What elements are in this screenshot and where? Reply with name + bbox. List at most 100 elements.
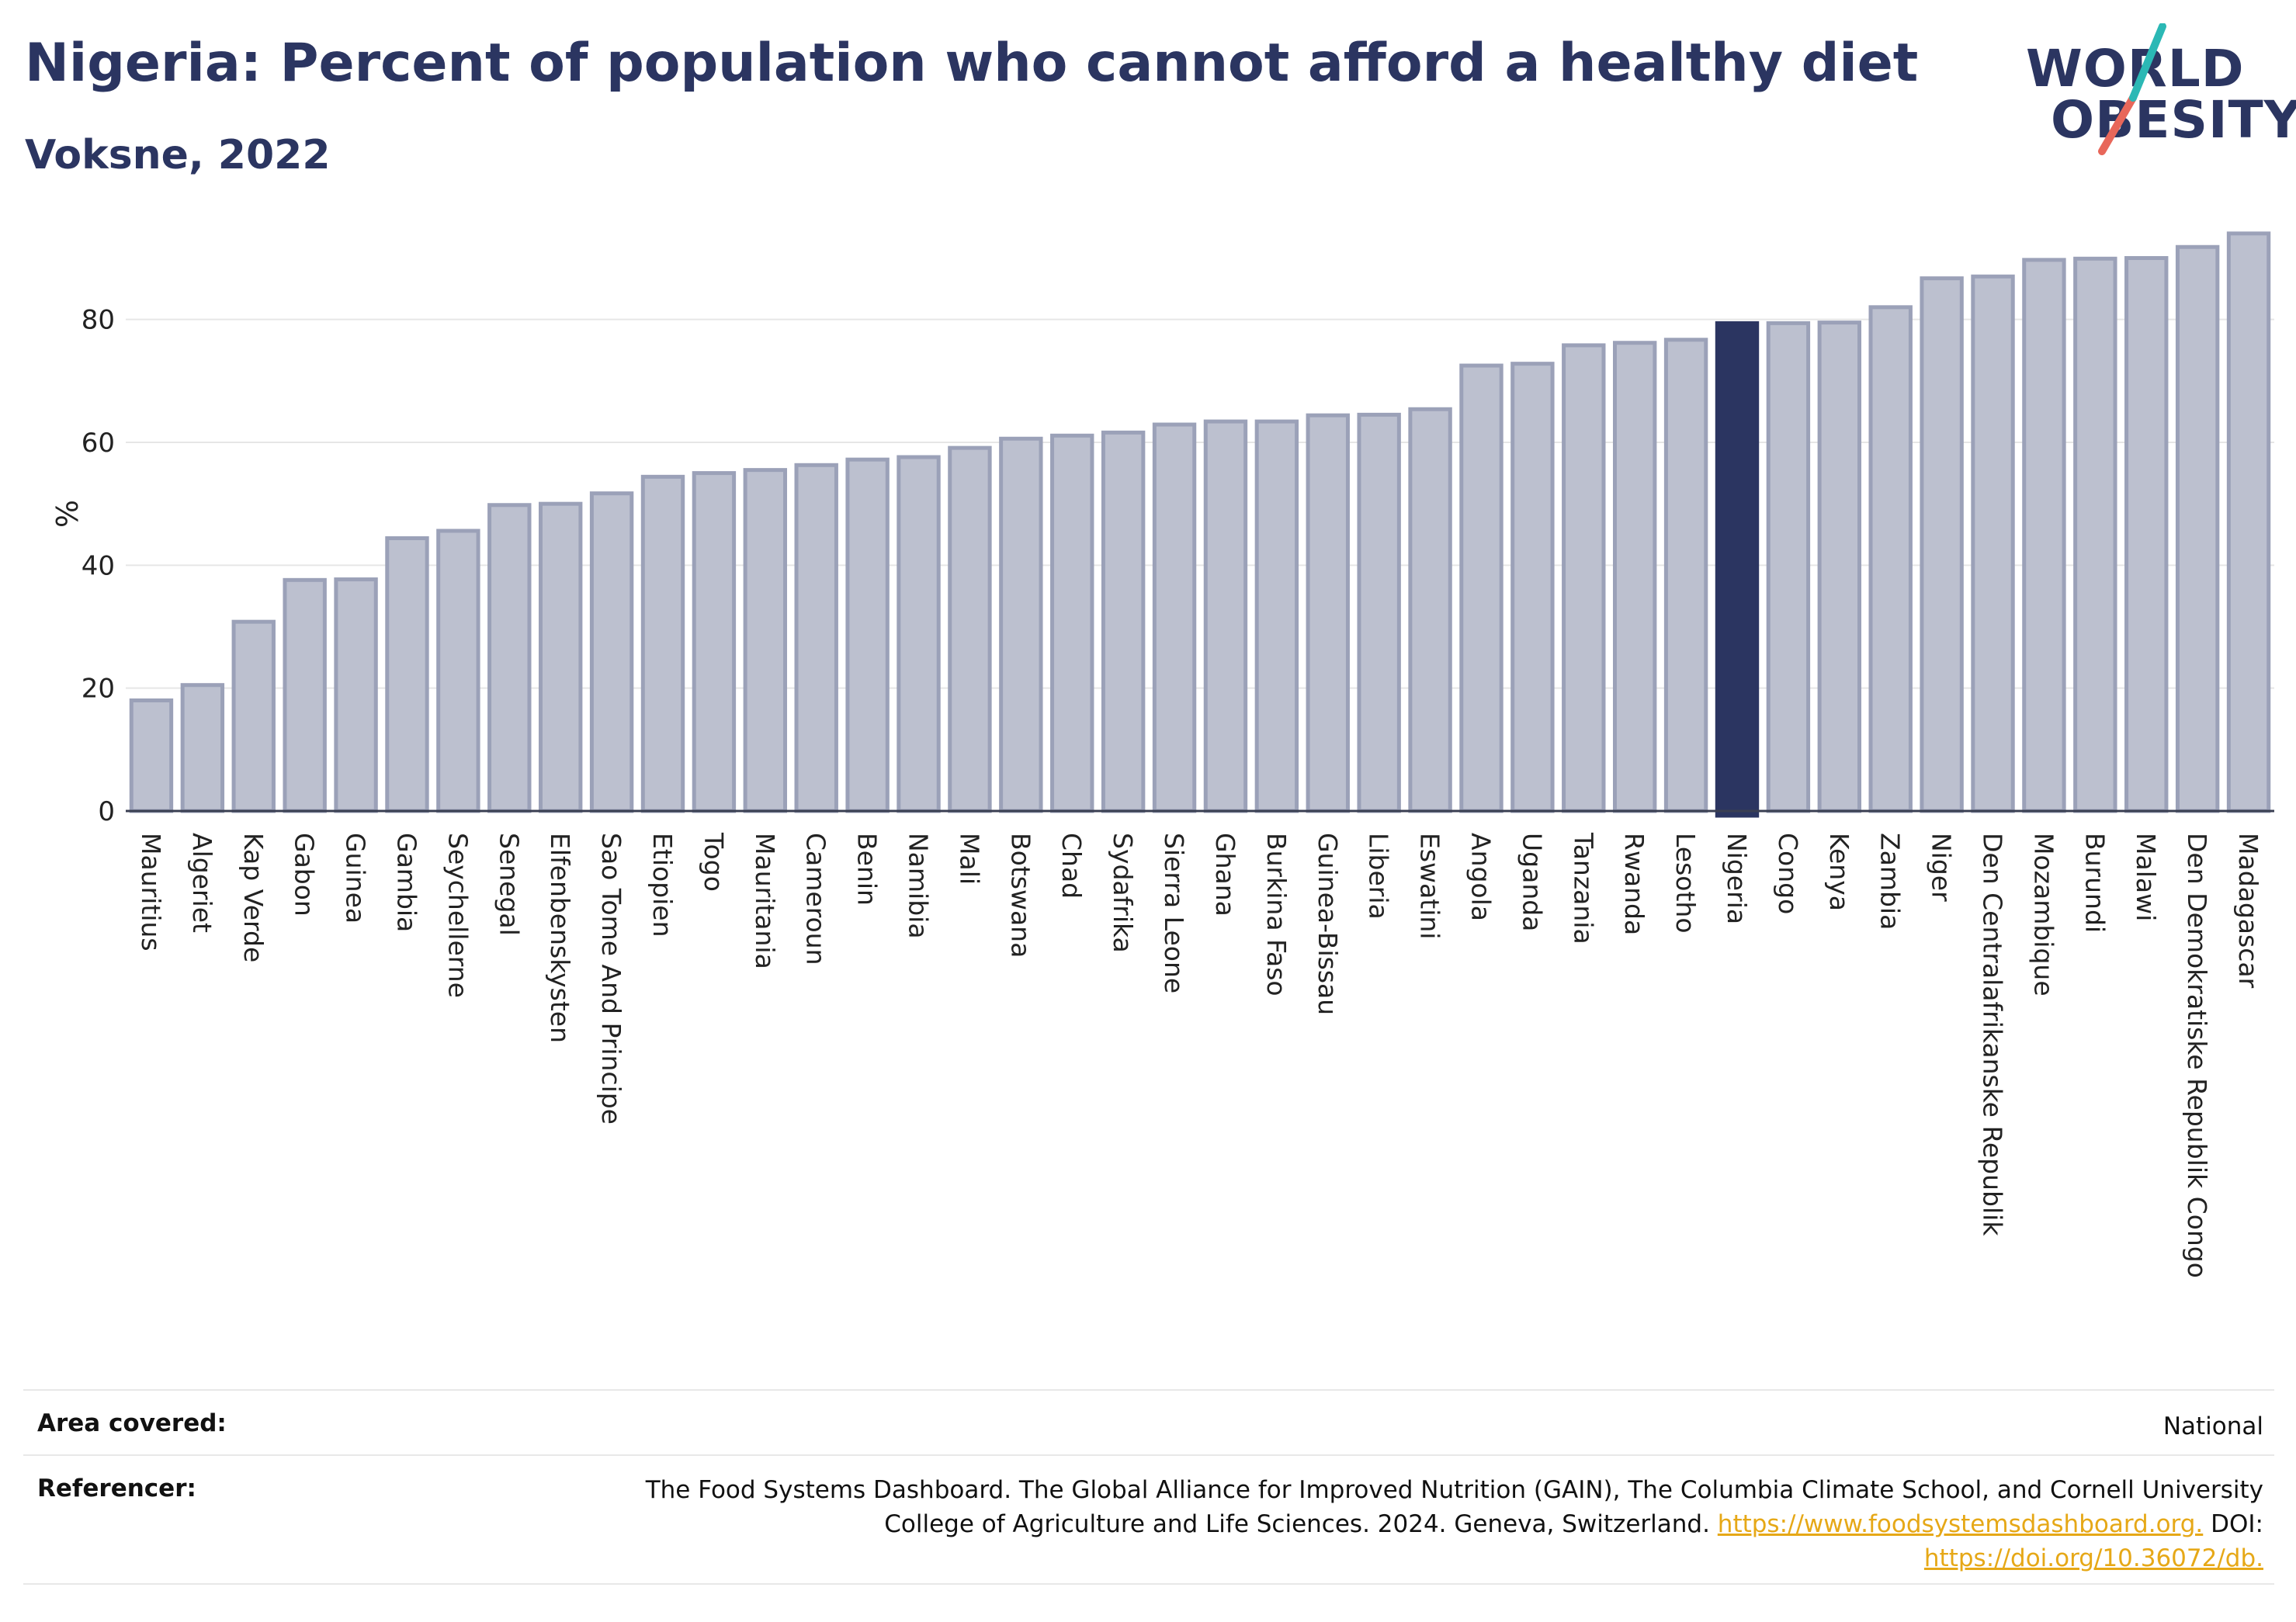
bar xyxy=(385,536,429,813)
x-tick-label: Togo xyxy=(699,832,729,892)
bar xyxy=(1510,362,1555,813)
x-tick-label: Burundi xyxy=(2079,833,2110,933)
bar xyxy=(283,577,327,813)
dashboard-link[interactable]: https://www.foodsystemsdashboard.org. xyxy=(1717,1510,2204,1539)
x-tick-label: Gambia xyxy=(391,833,421,932)
reference-line-3: https://doi.org/10.36072/db. xyxy=(23,1541,2263,1575)
bar xyxy=(2022,258,2066,813)
doi-label: DOI: xyxy=(2211,1510,2263,1539)
reference-line-2: College of Agriculture and Life Sciences… xyxy=(23,1507,2263,1541)
x-tick-label: Gabon xyxy=(290,833,320,917)
bar-chart: 0 20 40 60 80% Mauritius Algeriet Kap Verde Gabo… xyxy=(49,231,2274,1278)
bar xyxy=(1612,341,1657,813)
doi-link[interactable]: https://doi.org/10.36072/db. xyxy=(1923,1544,2263,1573)
bar xyxy=(2226,231,2271,813)
bar xyxy=(1254,419,1299,813)
bar xyxy=(1766,321,1811,813)
logo-slash-icon xyxy=(2098,23,2166,155)
references-label: Referencer: xyxy=(37,1475,196,1502)
x-tick-label: Nigeria xyxy=(1722,833,1752,924)
bar xyxy=(2124,256,2169,813)
x-tick-label: Mozambique xyxy=(2028,833,2058,996)
x-tick-label: Mali xyxy=(954,833,984,885)
area-covered-value: National xyxy=(2162,1412,2263,1440)
bar xyxy=(1306,413,1350,813)
x-tick-label: Uganda xyxy=(1517,833,1547,931)
bar xyxy=(1715,321,1760,818)
x-tick-label: Guinea xyxy=(341,833,371,924)
info-row-area: Area covered: National xyxy=(23,1389,2274,1454)
x-tick-label: Lesotho xyxy=(1670,833,1701,934)
bar xyxy=(180,683,225,813)
bar xyxy=(1101,430,1146,813)
x-tick-label: Mauritius xyxy=(136,833,166,951)
bar xyxy=(1357,412,1401,813)
reference-line-2-text: College of Agriculture and Life Sciences… xyxy=(884,1510,1710,1539)
x-tick-label: Elfenbenskysten xyxy=(545,833,575,1043)
bar xyxy=(794,463,838,813)
x-tick-label: Senegal xyxy=(494,833,524,936)
bar xyxy=(1971,274,2015,813)
x-tick-label: Ghana xyxy=(1210,833,1240,917)
logo-line-2: OBESITY xyxy=(2051,90,2296,150)
bar xyxy=(589,491,634,813)
y-tick-label: 80 xyxy=(82,305,115,336)
x-tick-label: Den Demokratiske Republik Congo xyxy=(2182,833,2212,1278)
bar xyxy=(640,474,685,813)
bar xyxy=(999,436,1043,813)
x-tick-label: Sydafrika xyxy=(1108,833,1138,953)
bar xyxy=(743,468,788,813)
world-obesity-logo: WORLD OBESITY xyxy=(2026,23,2296,163)
x-tick-label: Seychellerne xyxy=(442,833,473,998)
bar xyxy=(845,457,890,813)
bar xyxy=(2073,256,2117,813)
y-tick-label: 20 xyxy=(82,674,115,705)
x-tick-label: Kap Verde xyxy=(238,833,269,962)
references-value: The Food Systems Dashboard. The Global A… xyxy=(23,1456,2274,1575)
bar xyxy=(1562,343,1606,813)
bar xyxy=(1203,419,1248,813)
x-tick-label: Mauritania xyxy=(750,833,780,969)
bar xyxy=(231,619,276,813)
x-tick-label: Madagascar xyxy=(2233,833,2263,989)
info-row-references: Referencer: The Food Systems Dashboard. … xyxy=(23,1454,2274,1585)
bar xyxy=(436,529,480,813)
y-tick-label: 40 xyxy=(82,550,115,581)
reference-line-1: The Food Systems Dashboard. The Global A… xyxy=(645,1476,2263,1504)
x-tick-label: Cameroun xyxy=(801,833,831,965)
bar xyxy=(948,445,992,813)
y-tick-label: 60 xyxy=(82,428,115,459)
x-tick-label: Sierra Leone xyxy=(1159,833,1189,993)
bar xyxy=(692,471,737,813)
x-tick-label: Guinea-Bissau xyxy=(1313,833,1343,1015)
bar xyxy=(334,577,378,813)
bar xyxy=(487,503,532,813)
x-tick-label: Niger xyxy=(1927,833,1957,902)
bar xyxy=(1817,321,1862,813)
bar xyxy=(897,455,941,813)
page-subtitle: Voksne, 2022 xyxy=(25,132,331,178)
bar xyxy=(538,501,583,813)
x-tick-label: Algeriet xyxy=(187,833,217,933)
x-tick-label: Namibia xyxy=(903,833,934,939)
x-tick-label: Kenya xyxy=(1824,833,1854,911)
x-tick-label: Malawi xyxy=(2131,833,2161,921)
x-tick-label: Angola xyxy=(1465,833,1496,921)
x-tick-label: Benin xyxy=(852,833,883,906)
x-tick-label: Sao Tome And Principe xyxy=(596,833,626,1125)
bar xyxy=(1920,276,1964,813)
x-tick-label: Zambia xyxy=(1875,833,1906,930)
bar xyxy=(1459,363,1503,813)
bar xyxy=(1408,407,1452,813)
x-tick-label: Rwanda xyxy=(1619,833,1649,935)
x-tick-label: Chad xyxy=(1056,833,1087,899)
bar xyxy=(1868,305,1913,813)
x-tick-label: Burkina Faso xyxy=(1261,833,1292,996)
y-tick-label: 0 xyxy=(98,796,115,827)
bar xyxy=(2175,244,2220,813)
bar xyxy=(1663,338,1708,813)
x-tick-label: Den Centralafrikanske Republik xyxy=(1978,833,2008,1236)
x-tick-label: Tanzania xyxy=(1568,832,1598,944)
area-covered-label: Area covered: xyxy=(37,1409,227,1437)
x-tick-label: Etiopien xyxy=(647,833,678,937)
